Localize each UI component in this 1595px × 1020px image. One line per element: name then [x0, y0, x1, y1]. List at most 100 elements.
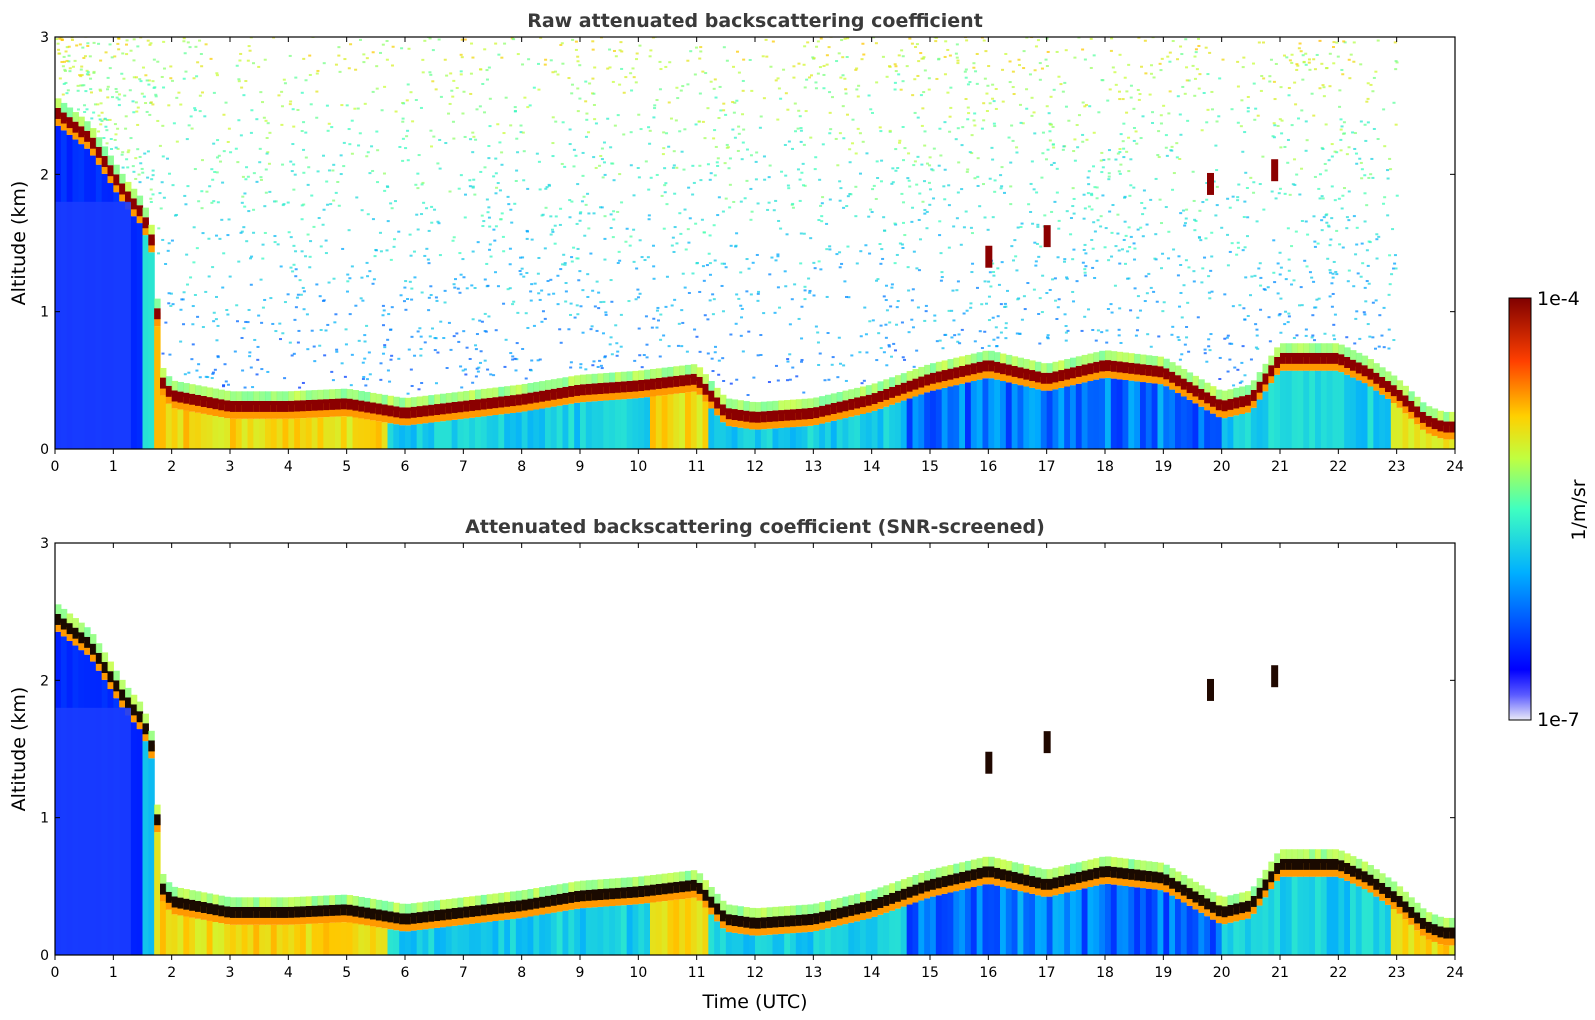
noise-speckle	[972, 66, 976, 69]
layer-fringe	[720, 394, 727, 405]
aerosol-column	[580, 402, 587, 449]
noise-speckle	[1048, 288, 1052, 291]
boundary-layer-top	[177, 391, 184, 403]
noise-speckle	[742, 128, 746, 131]
aerosol-column	[644, 397, 651, 449]
boundary-layer-top	[1157, 366, 1164, 378]
noise-speckle	[338, 70, 342, 73]
boundary-layer-top	[731, 409, 739, 421]
noise-speckle	[712, 87, 716, 90]
boundary-layer-top	[871, 393, 879, 405]
noise-speckle	[619, 41, 623, 44]
noise-speckle	[515, 137, 519, 140]
noise-speckle	[1297, 47, 1301, 50]
noise-speckle	[82, 56, 86, 59]
aerosol-column	[766, 428, 774, 449]
noise-speckle	[1149, 286, 1153, 289]
layer-fringe	[294, 896, 301, 907]
noise-speckle	[1101, 194, 1105, 197]
noise-speckle	[1008, 60, 1012, 63]
boundary-layer-top	[1128, 362, 1135, 374]
noise-speckle	[235, 64, 239, 67]
noise-speckle	[976, 184, 980, 187]
noise-speckle	[204, 290, 208, 293]
noise-speckle	[1140, 65, 1144, 68]
noise-speckle	[106, 76, 110, 79]
noise-speckle	[1353, 147, 1357, 150]
noise-speckle	[339, 173, 343, 176]
noise-speckle	[242, 327, 246, 330]
noise-speckle	[889, 305, 893, 308]
noise-speckle	[1313, 68, 1317, 71]
noise-speckle	[1064, 49, 1068, 52]
noise-speckle	[1071, 187, 1075, 190]
noise-speckle	[1110, 255, 1114, 258]
noise-speckle	[1036, 225, 1040, 228]
noise-speckle	[1165, 154, 1169, 157]
layer-fringe	[90, 634, 97, 644]
noise-speckle	[419, 27, 422, 29]
noise-speckle	[955, 217, 959, 220]
noise-speckle	[865, 152, 869, 155]
noise-speckle	[408, 280, 412, 283]
noise-speckle	[1215, 120, 1219, 123]
noise-speckle	[1317, 187, 1321, 190]
noise-speckle	[1114, 83, 1118, 86]
boundary-layer-top	[539, 896, 546, 908]
noise-speckle	[731, 101, 735, 104]
aerosol-column	[556, 911, 564, 955]
noise-speckle	[427, 229, 431, 232]
noise-speckle	[1240, 99, 1244, 102]
noise-speckle	[1105, 341, 1109, 344]
aerosol-column	[860, 413, 867, 449]
noise-speckle	[431, 80, 435, 83]
noise-speckle	[970, 232, 974, 235]
layer-fringe	[685, 870, 692, 881]
noise-speckle	[796, 168, 800, 171]
noise-speckle	[861, 42, 865, 45]
noise-speckle	[363, 340, 367, 343]
noise-speckle	[1202, 91, 1206, 94]
aerosol-column	[696, 900, 704, 955]
noise-speckle	[334, 63, 338, 66]
noise-speckle	[535, 152, 539, 155]
noise-speckle	[157, 227, 161, 230]
noise-speckle	[354, 304, 358, 307]
noise-speckle	[1203, 256, 1207, 259]
noise-speckle	[959, 243, 963, 246]
noise-speckle	[900, 321, 904, 324]
boundary-layer-top	[953, 367, 960, 379]
layer-fringe	[212, 388, 219, 399]
noise-speckle	[132, 59, 136, 62]
noise-speckle	[157, 252, 161, 255]
aerosol-column	[480, 922, 488, 955]
noise-speckle	[221, 181, 225, 184]
noise-speckle	[546, 280, 550, 283]
noise-speckle	[549, 278, 553, 281]
noise-speckle	[570, 83, 574, 86]
noise-speckle	[150, 178, 154, 181]
layer-fringe	[1000, 353, 1007, 364]
aerosol-column	[130, 722, 138, 955]
noise-speckle	[686, 228, 690, 231]
layer-fringe	[906, 371, 914, 381]
boundary-layer-top	[1233, 397, 1240, 409]
aerosol-column	[305, 923, 313, 955]
noise-speckle	[1205, 33, 1208, 35]
noise-speckle	[1359, 120, 1363, 123]
noise-speckle	[198, 39, 202, 42]
boundary-layer-top	[1215, 399, 1223, 411]
noise-speckle	[241, 175, 245, 178]
layer-fringe	[230, 391, 237, 401]
top-panel-title: Raw attenuated backscattering coefficien…	[527, 10, 983, 32]
noise-speckle	[1134, 334, 1138, 337]
boundary-layer-top	[195, 394, 202, 406]
noise-speckle	[1095, 259, 1099, 262]
noise-speckle	[70, 38, 74, 41]
noise-speckle	[330, 370, 334, 373]
noise-speckle	[411, 120, 415, 123]
noise-speckle	[1139, 226, 1143, 229]
noise-speckle	[1332, 41, 1336, 44]
noise-speckle	[872, 37, 876, 39]
noise-speckle	[530, 238, 534, 241]
